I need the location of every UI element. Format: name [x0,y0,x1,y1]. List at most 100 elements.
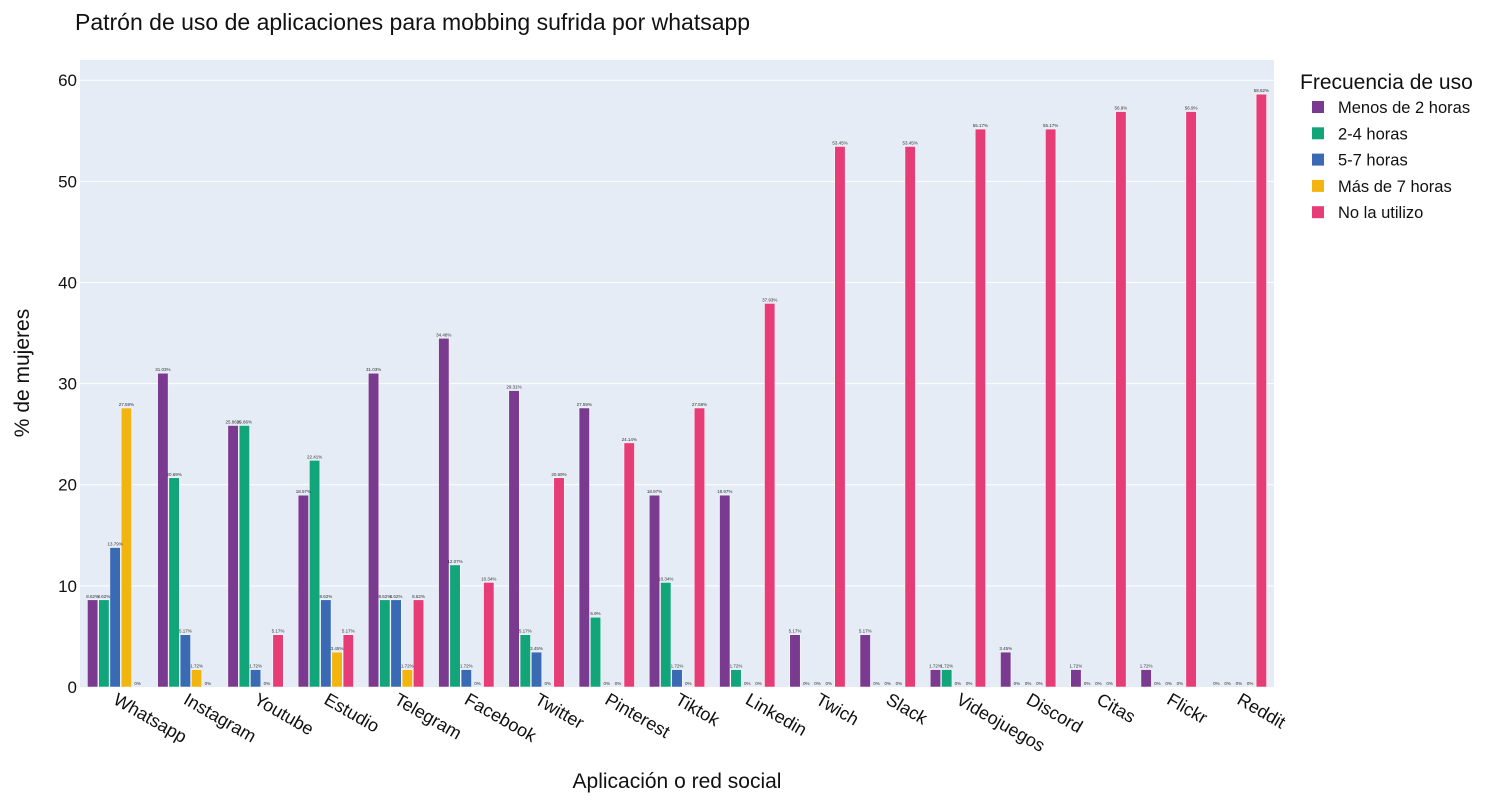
bar-data-label: 1.72% [1070,664,1083,669]
bar [859,634,871,688]
bar [941,669,953,688]
bar-data-label: 5.17% [272,629,285,634]
bar-data-label: 58.62% [1254,88,1269,93]
bar-data-label: 0% [1224,681,1231,686]
legend: Frecuencia de uso Menos de 2 horas 2-4 ho… [1300,71,1473,222]
bar-data-label: 53.45% [903,140,918,145]
bar [1115,111,1127,688]
bar-data-label: 1.72% [929,664,942,669]
bar-data-label: 0% [604,681,611,686]
x-tick-label: Slack [883,689,932,729]
bar-data-label: 0% [545,681,552,686]
x-tick-label: Telegram [391,689,465,743]
bar-data-label: 0% [1154,681,1161,686]
bar [449,564,461,688]
bar [109,547,121,688]
bar [789,634,801,688]
y-tick-label: 40 [58,273,77,292]
bar-data-label: 8.62% [390,594,403,599]
x-tick-label: Whatsapp [110,689,190,747]
legend-label: Más de 7 horas [1338,178,1452,196]
legend-swatch [1312,206,1324,219]
y-tick-label: 60 [58,71,77,90]
bar [623,442,635,688]
x-tick-label: Flickr [1164,689,1211,728]
bar-data-label: 8.62% [97,594,110,599]
legend-swatch [1312,179,1324,192]
x-tick-label: Pinterest [602,689,674,742]
bar-data-label: 1.72% [460,664,473,669]
bar-data-label: 56.9% [1185,106,1198,111]
bar [342,634,354,688]
plot-background [80,60,1274,687]
bar-data-label: 8.62% [378,594,391,599]
bar-data-label: 1.72% [1140,664,1153,669]
bar-data-label: 8.62% [319,594,332,599]
bar-data-label: 27.59% [119,402,134,407]
bar-data-label: 0% [1106,681,1113,686]
bar-labels: 8.62% 31.03% 25.86% 18.97% 31.03% 34.48% 29.31… [86,88,1269,686]
legend-title: Frecuencia de uso [1300,71,1473,94]
bar-data-label: 13.79% [107,542,122,547]
bar [368,372,380,688]
x-tick-label: Twitter [532,689,588,733]
legend-swatch [1312,153,1324,166]
bar-data-label: 0% [1036,681,1043,686]
bar-data-label: 0% [744,681,751,686]
bar [331,651,343,688]
bar-data-label: 18.97% [717,489,732,494]
bar-data-label: 56.9% [1115,106,1128,111]
legend-label: No la utilizo [1338,204,1423,222]
bar-data-label: 18.97% [647,489,662,494]
bar [297,494,309,688]
bar-data-label: 5.17% [342,629,355,634]
y-tick-label: 0 [68,678,77,697]
bar-data-label: 55.17% [1043,123,1058,128]
x-axis-title: Aplicación o red social [573,770,782,793]
x-tick-label: Twich [812,689,862,729]
bar-data-label: 0% [1247,681,1254,686]
bar [179,634,191,688]
bar [974,128,986,688]
bar-data-label: 1.72% [249,664,262,669]
bar-data-label: 0% [825,681,832,686]
bars [87,93,1267,688]
bar-data-label: 8.62% [86,594,99,599]
bar [379,599,391,688]
bar [309,460,321,688]
bar-data-label: 12.07% [447,559,462,564]
bar-data-label: 0% [1177,681,1184,686]
x-tick-label: Reddit [1234,689,1289,732]
bar [438,338,450,688]
legend-swatch [1312,127,1324,140]
legend-label: Menos de 2 horas [1338,99,1470,117]
bar-data-label: 53.45% [832,140,847,145]
bar-data-label: 1.72% [671,664,684,669]
legend-label: 5-7 horas [1338,152,1408,170]
bar-data-label: 1.72% [401,664,414,669]
bar-data-label: 1.72% [730,664,743,669]
bar-data-label: 31.03% [366,367,381,372]
bar-data-label: 0% [1095,681,1102,686]
bar [238,425,250,688]
bar [519,634,531,688]
x-tick-label: Facebook [461,689,540,746]
bar [157,372,169,688]
bar [1045,128,1057,688]
gridlines [80,79,1274,587]
bar [227,425,239,688]
bar [730,669,742,688]
y-tick-label: 30 [58,375,77,394]
bar-data-label: 5.17% [519,629,532,634]
bar-data-label: 20.69% [551,472,566,477]
bar-data-label: 31.03% [155,367,170,372]
y-axis-title: % de mujeres [11,309,34,437]
bar-data-label: 55.17% [973,123,988,128]
y-axis-ticks: 0 10 20 30 40 50 60 [58,71,77,697]
bar [168,477,180,688]
bar-data-label: 3.45% [530,646,543,651]
bar [671,669,683,688]
x-tick-label: Youtube [251,689,318,739]
